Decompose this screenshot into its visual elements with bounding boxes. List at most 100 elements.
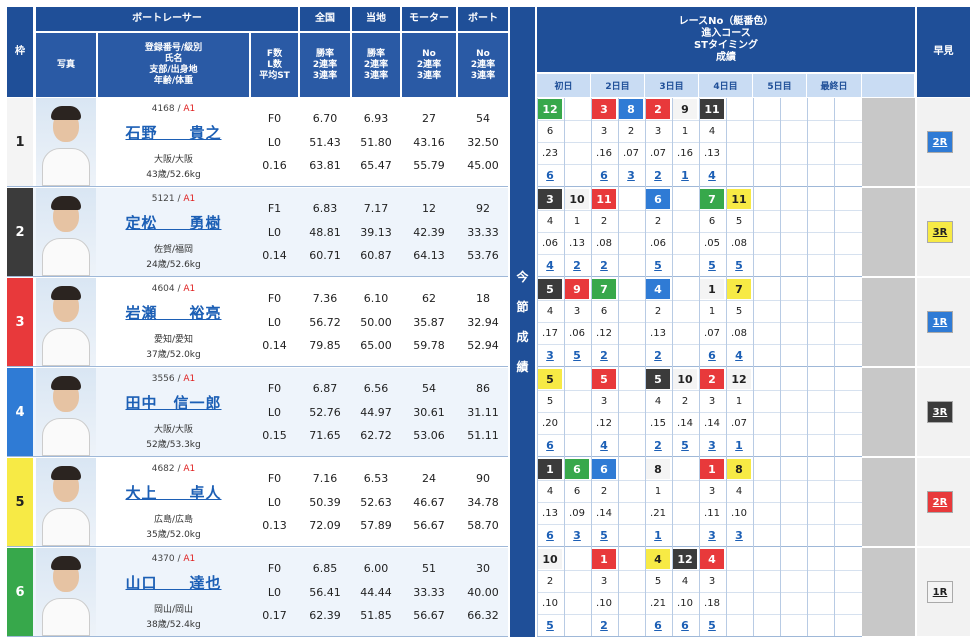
race-no: 2 (646, 99, 670, 119)
l-count: L0 (267, 586, 282, 599)
result-rank-link[interactable]: 1 (654, 528, 662, 542)
hayami-link[interactable]: 1R (927, 311, 953, 333)
stat-value: 6.85 (312, 562, 338, 575)
stat-value: 52.76 (309, 406, 341, 419)
result-grid-line (591, 98, 592, 636)
result-rank-link[interactable]: 6 (546, 168, 554, 182)
racer-photo (36, 278, 96, 366)
result-rank-link[interactable]: 2 (654, 438, 662, 452)
stat-value: 79.85 (309, 339, 341, 352)
result-rank-link[interactable]: 5 (654, 258, 662, 272)
result-rank-link[interactable]: 3 (627, 168, 635, 182)
stat-column: 6.00 44.44 51.85 (352, 548, 400, 636)
result-rank-link[interactable]: 3 (573, 528, 581, 542)
racer-name[interactable]: 大上 卓人 (125, 484, 222, 502)
race-no: 8 (619, 99, 643, 119)
waku-number: 3 (7, 278, 33, 366)
hayami-link[interactable]: 3R (927, 221, 953, 243)
result-grid-line (537, 98, 538, 636)
results-empty-bg (862, 278, 915, 366)
racer-name[interactable]: 岩瀬 裕亮 (125, 304, 222, 322)
st-timing: .13 (569, 237, 585, 249)
race-no: 5 (592, 369, 616, 389)
result-rank-link[interactable]: 2 (600, 258, 608, 272)
stat-value: 42.39 (413, 226, 445, 239)
course: 4 (546, 305, 554, 317)
result-rank-link[interactable]: 4 (708, 168, 716, 182)
racer-name[interactable]: 定松 勇樹 (125, 214, 222, 232)
hayami-link[interactable]: 1R (927, 581, 953, 603)
racer-age-weight: 24歳/52.6kg (146, 260, 201, 270)
course: 4 (546, 215, 554, 227)
result-rank-link[interactable]: 5 (600, 528, 608, 542)
racer-name[interactable]: 石野 貴之 (125, 124, 222, 142)
result-grid-line (807, 98, 808, 636)
stat-value: 43.16 (413, 136, 445, 149)
st-timing: .10 (731, 507, 747, 519)
race-no: 4 (700, 549, 724, 569)
day-4: 4日目 (699, 74, 753, 97)
result-rank-link[interactable]: 5 (546, 618, 554, 632)
stat-value: 33.33 (413, 586, 445, 599)
course: 6 (573, 485, 581, 497)
waku-number: 4 (7, 368, 33, 456)
course: 3 (708, 395, 716, 407)
result-rank-link[interactable]: 5 (735, 258, 743, 272)
result-rank-link[interactable]: 1 (681, 168, 689, 182)
result-rank-link[interactable]: 3 (708, 528, 716, 542)
result-rank-link[interactable]: 3 (546, 348, 554, 362)
stat-value: 62.39 (309, 609, 341, 622)
racer-name[interactable]: 山口 達也 (125, 574, 222, 592)
result-rank-link[interactable]: 3 (735, 528, 743, 542)
hayami-link[interactable]: 2R (927, 491, 953, 513)
result-rank-link[interactable]: 6 (546, 438, 554, 452)
result-rank-link[interactable]: 4 (735, 348, 743, 362)
result-rank-link[interactable]: 5 (708, 258, 716, 272)
result-rank-link[interactable]: 2 (654, 348, 662, 362)
waku-number: 5 (7, 458, 33, 546)
result-rank-link[interactable]: 6 (708, 348, 716, 362)
hayami-link[interactable]: 2R (927, 131, 953, 153)
stat-value: 60.71 (309, 249, 341, 262)
result-rank-link[interactable]: 5 (681, 438, 689, 452)
course: 3 (600, 395, 608, 407)
result-rank-link[interactable]: 3 (708, 438, 716, 452)
stat-column: 7.16 50.39 72.09 (300, 458, 350, 546)
st-timing: .10 (677, 597, 693, 609)
result-rank-link[interactable]: 6 (546, 528, 554, 542)
result-rank-link[interactable]: 2 (600, 618, 608, 632)
results-empty-bg (862, 458, 915, 546)
racer-id: 4604 / A1 (151, 284, 196, 294)
result-rank-link[interactable]: 2 (573, 258, 581, 272)
stat-column: 86 31.11 51.11 (458, 368, 508, 456)
race-no: 4 (646, 279, 670, 299)
race-no: 1 (700, 279, 724, 299)
course: 4 (654, 395, 662, 407)
race-no: 5 (538, 279, 562, 299)
result-rank-link[interactable]: 5 (573, 348, 581, 362)
race-no: 1 (538, 459, 562, 479)
result-rank-link[interactable]: 4 (546, 258, 554, 272)
result-rank-link[interactable]: 2 (654, 168, 662, 182)
result-rank-link[interactable]: 6 (681, 618, 689, 632)
result-rank-link[interactable]: 1 (735, 438, 743, 452)
result-rank-link[interactable]: 5 (708, 618, 716, 632)
avg-st: 0.14 (262, 249, 287, 262)
result-rank-link[interactable]: 2 (600, 348, 608, 362)
stat-value: 56.67 (413, 609, 445, 622)
result-rank-link[interactable]: 6 (654, 618, 662, 632)
result-rank-link[interactable]: 6 (600, 168, 608, 182)
stat-value: 44.97 (360, 406, 392, 419)
course: 3 (573, 305, 581, 317)
stat-value: 58.70 (467, 519, 499, 532)
stat-value: 65.47 (360, 159, 392, 172)
racer-name[interactable]: 田中 信一郎 (125, 394, 222, 412)
stat-column: 6.56 44.97 62.72 (352, 368, 400, 456)
course: 5 (735, 215, 743, 227)
stat-value: 63.81 (309, 159, 341, 172)
hayami-link[interactable]: 3R (927, 401, 953, 423)
day-3: 3日目 (645, 74, 699, 97)
race-no: 1 (592, 549, 616, 569)
result-rank-link[interactable]: 4 (600, 438, 608, 452)
racer-branch: 岡山/岡山 (153, 605, 194, 615)
